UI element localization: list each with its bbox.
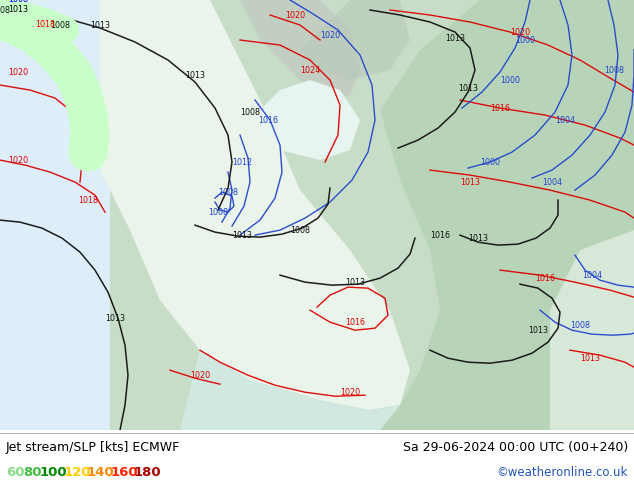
Text: 1008: 1008 [570,320,590,330]
Text: 1000: 1000 [480,158,500,167]
Text: 1020: 1020 [510,27,530,37]
Text: 1008: 1008 [218,188,238,196]
Polygon shape [100,0,410,410]
Text: 1024: 1024 [300,66,320,74]
Text: 1020: 1020 [285,10,305,20]
Text: 1004: 1004 [555,116,575,124]
Text: 1013: 1013 [345,278,365,287]
Text: 1013: 1013 [458,84,478,93]
Text: 1008: 1008 [8,0,28,4]
Text: 60: 60 [6,466,25,479]
Polygon shape [350,0,634,430]
Polygon shape [300,0,410,80]
Text: 1000: 1000 [515,35,535,45]
Text: 100: 100 [40,466,68,479]
Text: 1013: 1013 [105,314,125,322]
Text: 1013: 1013 [528,326,548,335]
Text: 1016: 1016 [345,318,365,327]
Text: 1008: 1008 [50,21,70,29]
Text: 1012: 1012 [232,158,252,167]
Text: 1020: 1020 [340,388,360,397]
Text: 1020: 1020 [8,156,28,165]
Text: 1000: 1000 [500,75,520,85]
Text: 1013: 1013 [445,33,465,43]
Text: 1008: 1008 [208,208,228,217]
Text: 1008: 1008 [290,225,310,235]
Text: 1008: 1008 [0,5,10,15]
Text: 140: 140 [87,466,115,479]
Text: 1013: 1013 [185,71,205,79]
Text: 80: 80 [23,466,41,479]
Text: 1013: 1013 [232,231,252,240]
Text: 1004: 1004 [582,270,602,280]
Text: Jet stream/SLP [kts] ECMWF: Jet stream/SLP [kts] ECMWF [6,441,180,454]
Polygon shape [0,0,110,430]
Text: 1020: 1020 [320,30,340,40]
Text: 1020: 1020 [8,68,28,76]
Text: ©weatheronline.co.uk: ©weatheronline.co.uk [496,466,628,479]
Text: 1016: 1016 [258,116,278,124]
Text: 1016: 1016 [430,231,450,240]
Text: 1013: 1013 [580,354,600,363]
Text: 1016: 1016 [490,103,510,113]
Text: 120: 120 [63,466,91,479]
Text: 1018: 1018 [78,196,98,205]
Polygon shape [180,350,400,430]
Text: 160: 160 [110,466,138,479]
Polygon shape [240,0,360,100]
Text: 1018: 1018 [35,20,55,29]
Text: 1013: 1013 [460,177,480,187]
Text: 1016: 1016 [535,273,555,283]
Text: 180: 180 [134,466,162,479]
Polygon shape [260,80,360,160]
Text: 1008: 1008 [604,66,624,74]
Text: 1013: 1013 [8,5,28,14]
Text: 1008: 1008 [240,108,260,117]
Text: 1004: 1004 [542,177,562,187]
Text: 1020: 1020 [190,371,210,380]
Text: Sa 29-06-2024 00:00 UTC (00+240): Sa 29-06-2024 00:00 UTC (00+240) [403,441,628,454]
Text: 1013: 1013 [90,21,110,29]
Text: 1013: 1013 [468,234,488,243]
Polygon shape [550,230,634,430]
